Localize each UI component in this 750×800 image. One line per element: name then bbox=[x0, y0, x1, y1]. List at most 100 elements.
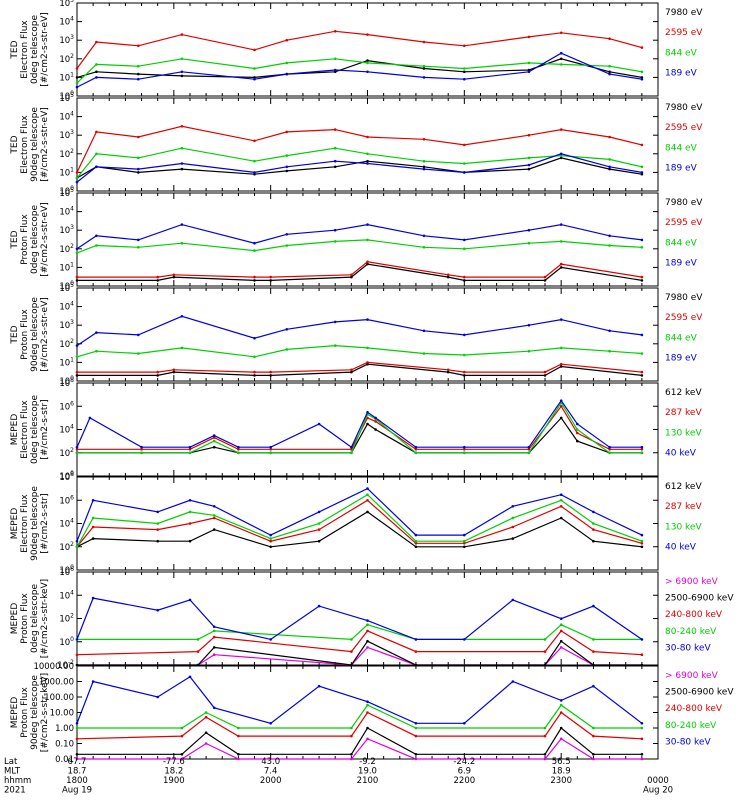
data-point bbox=[463, 374, 466, 377]
data-point bbox=[366, 159, 369, 163]
data-point bbox=[156, 374, 159, 377]
data-point bbox=[559, 57, 563, 61]
data-point bbox=[137, 44, 140, 48]
data-point bbox=[156, 279, 159, 282]
data-point bbox=[75, 653, 79, 656]
y-axis-label-line: Electron Flux bbox=[20, 115, 30, 174]
legend-entry: 2595 eV bbox=[665, 313, 703, 323]
y-axis-label-line: 90deg telescope bbox=[30, 297, 40, 372]
data-point bbox=[527, 156, 531, 160]
data-point bbox=[188, 445, 192, 449]
y-axis-label-line: TED bbox=[10, 40, 20, 59]
y-tick-exp: 6 bbox=[70, 400, 74, 407]
data-point bbox=[91, 680, 95, 683]
data-point bbox=[559, 266, 563, 269]
data-point bbox=[559, 223, 563, 226]
data-point bbox=[366, 619, 369, 622]
panel-4: 1 0 0 101 102 103 104 105 TED Proton Flux 90deg te… bbox=[10, 282, 703, 387]
y-tick-label: 105 bbox=[59, 92, 74, 104]
data-point bbox=[608, 448, 611, 451]
data-point bbox=[180, 33, 184, 36]
data-point bbox=[559, 405, 563, 408]
data-point bbox=[350, 275, 353, 279]
data-point bbox=[559, 63, 563, 66]
panel-3: 1 0 0 101 102 103 104 105 TED Proton Flux 0deg tel… bbox=[10, 187, 703, 292]
y-tick-label: 10000.00 bbox=[33, 662, 74, 672]
data-point bbox=[95, 63, 98, 66]
data-point bbox=[608, 64, 611, 68]
y-tick-label: 102 bbox=[59, 447, 74, 459]
y-tick-label: 102 bbox=[59, 243, 74, 255]
data-point bbox=[172, 368, 176, 372]
data-point bbox=[576, 431, 579, 435]
y-tick-exp: 3 bbox=[70, 319, 74, 326]
series-line bbox=[76, 597, 643, 641]
data-point bbox=[253, 279, 256, 282]
data-point bbox=[253, 336, 256, 340]
series-line bbox=[77, 401, 642, 454]
data-point bbox=[414, 451, 418, 455]
series-line bbox=[77, 263, 642, 281]
series-line bbox=[76, 399, 642, 449]
y-tick-label: 102 bbox=[59, 148, 74, 160]
data-point bbox=[137, 167, 140, 171]
data-point bbox=[269, 533, 273, 537]
data-point bbox=[640, 352, 644, 355]
data-point bbox=[212, 516, 216, 520]
data-point bbox=[559, 346, 563, 350]
y-axis-label: TED Electron Flux 0deg telescope [#/cm2-s-s… bbox=[10, 12, 50, 87]
x-row-value: 0000 bbox=[647, 776, 669, 786]
data-point bbox=[366, 260, 369, 264]
data-point bbox=[576, 422, 579, 426]
y-axis-label: MEPED Proton Flux 0deg telescope [#/cm2-s-s… bbox=[10, 579, 50, 658]
data-point bbox=[75, 355, 79, 359]
y-tick-exp: 1 bbox=[70, 261, 74, 268]
data-point bbox=[253, 370, 256, 374]
series-line bbox=[76, 52, 642, 88]
data-point bbox=[285, 244, 289, 247]
data-point bbox=[95, 331, 98, 334]
data-point bbox=[640, 171, 644, 174]
data-point bbox=[366, 70, 369, 74]
data-point bbox=[75, 539, 79, 543]
data-point bbox=[156, 695, 159, 699]
data-point bbox=[543, 726, 547, 730]
data-point bbox=[269, 539, 273, 543]
y-tick-label: 104 bbox=[59, 16, 74, 28]
data-point bbox=[75, 67, 79, 70]
y-axis-label: TED Proton Flux 90deg telescope [#/cm2-s-st… bbox=[10, 297, 50, 372]
y-axis-label-line: MEPED bbox=[10, 508, 20, 540]
x-row-value: 2100 bbox=[357, 776, 379, 786]
data-point bbox=[180, 125, 184, 128]
data-point bbox=[188, 598, 192, 602]
legend-entry: 130 keV bbox=[665, 428, 702, 438]
data-point bbox=[640, 539, 644, 543]
y-tick-exp: 1 bbox=[70, 356, 74, 363]
legend-entry: 40 keV bbox=[665, 543, 697, 553]
series-line bbox=[76, 125, 643, 173]
data-point bbox=[366, 726, 369, 730]
y-axis-label: TED Proton Flux 0deg telescope [#/cm2-s-str… bbox=[10, 202, 50, 277]
y-tick-exp: 2 bbox=[70, 447, 74, 454]
data-point bbox=[422, 165, 426, 169]
data-point bbox=[559, 318, 563, 321]
legend-entry: > 6900 keV bbox=[665, 577, 719, 587]
series-line bbox=[77, 416, 642, 454]
data-point bbox=[285, 165, 289, 169]
data-point bbox=[75, 81, 79, 85]
data-point bbox=[366, 238, 369, 242]
x-row-value: 1800 bbox=[66, 776, 88, 786]
y-tick-label: 103 bbox=[59, 129, 74, 141]
data-point bbox=[543, 279, 547, 282]
data-point bbox=[212, 625, 216, 629]
y-axis-label-line: [#/cm2-s-str-eV] bbox=[40, 202, 50, 277]
x-row-value: 2200 bbox=[454, 776, 476, 786]
legend-entry: 240-800 keV bbox=[665, 704, 723, 714]
y-tick-exp: 0 bbox=[70, 185, 74, 192]
y-tick-label: 108 bbox=[59, 471, 74, 483]
data-point bbox=[446, 273, 450, 277]
data-point bbox=[374, 416, 377, 420]
y-tick-exp: 8 bbox=[70, 377, 74, 384]
y-axis-label: TED Electron Flux 90deg telescope [#/cm2-s-… bbox=[10, 107, 50, 182]
